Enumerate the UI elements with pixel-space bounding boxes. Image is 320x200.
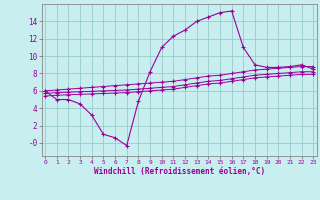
X-axis label: Windchill (Refroidissement éolien,°C): Windchill (Refroidissement éolien,°C) xyxy=(94,167,265,176)
